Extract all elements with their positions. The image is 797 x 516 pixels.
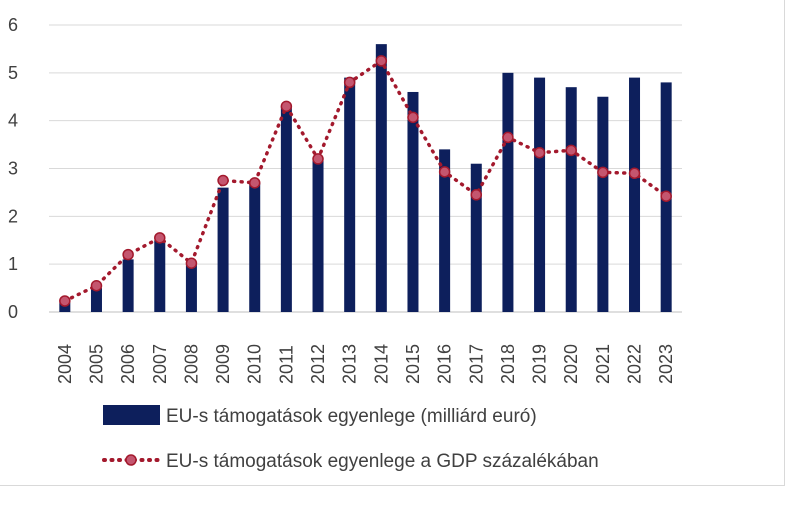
bar-2017: [470, 163, 482, 312]
y-tick-label-2: 2: [8, 206, 18, 226]
y-tick-label-1: 1: [8, 254, 18, 274]
bar-2008: [185, 264, 197, 312]
bar-2010: [249, 182, 261, 312]
legend-label-bar: EU-s támogatások egyenlege (milliárd eur…: [166, 406, 537, 427]
x-tick-label-2004: 2004: [55, 344, 75, 384]
x-tick-label-2017: 2017: [466, 344, 486, 384]
bar-2014: [375, 44, 387, 313]
x-tick-label-2010: 2010: [245, 344, 265, 384]
line-point-2008: [185, 257, 198, 269]
bar-2007: [154, 240, 166, 312]
x-tick-label-2019: 2019: [530, 344, 550, 384]
x-tick-label-2016: 2016: [435, 344, 455, 384]
y-tick-label-3: 3: [8, 159, 18, 179]
line-point-2016: [438, 166, 451, 178]
line-point-2011: [280, 100, 293, 113]
line-point-2017: [470, 189, 483, 201]
y-axis-ticks: 0 1 2 3 4 5 6: [8, 15, 18, 322]
legend-swatch-bar: [103, 405, 160, 425]
legend-item-line[interactable]: EU-s támogatások egyenlege a GDP százalé…: [102, 451, 599, 472]
line-point-2023: [660, 190, 672, 202]
line-point-2005: [90, 279, 103, 292]
bar-2016: [439, 149, 451, 312]
y-tick-label-5: 5: [8, 63, 18, 83]
gridlines: [49, 24, 682, 313]
bar-2022: [629, 77, 641, 312]
x-tick-label-2018: 2018: [498, 344, 518, 384]
x-tick-label-2014: 2014: [371, 344, 391, 384]
line-point-2015: [407, 111, 419, 124]
bar-2004: [59, 302, 71, 312]
line-series: [59, 55, 672, 307]
bar-2006: [122, 259, 134, 312]
bar-2011: [280, 106, 292, 312]
bar-2018: [502, 72, 514, 312]
x-tick-label-2009: 2009: [213, 344, 233, 384]
line-point-2012: [312, 153, 324, 165]
line-point-2013: [343, 76, 356, 89]
line-point-2006: [122, 248, 134, 261]
legend-label-line: EU-s támogatások egyenlege a GDP százalé…: [166, 451, 599, 472]
y-tick-label-0: 0: [8, 302, 18, 322]
x-tick-label-2007: 2007: [150, 344, 170, 384]
bar-2015: [407, 91, 419, 312]
chart-frame: [0, 0, 785, 486]
legend: EU-s támogatások egyenlege (milliárd eur…: [102, 405, 599, 472]
x-tick-label-2006: 2006: [118, 344, 138, 384]
x-tick-label-2023: 2023: [656, 344, 676, 384]
series-line: [63, 58, 668, 303]
line-point-2020: [565, 144, 577, 157]
x-tick-label-2013: 2013: [340, 344, 360, 384]
bar-2019: [534, 77, 546, 312]
line-point-2019: [533, 146, 546, 159]
bar-2021: [597, 96, 609, 312]
bar-series: [59, 44, 672, 313]
bar-2005: [90, 288, 102, 312]
line-point-2014: [375, 55, 388, 67]
legend-swatch-marker: [125, 454, 137, 466]
x-tick-label-2015: 2015: [403, 344, 423, 384]
x-tick-label-2022: 2022: [625, 344, 645, 384]
x-tick-label-2021: 2021: [593, 344, 613, 384]
line-point-2018: [502, 131, 514, 144]
bar-2009: [217, 187, 229, 312]
bar-2012: [312, 158, 324, 312]
x-axis-ticks: 2004 2005 2006 2007 2008 2009 2010 2011 2012 2013…: [55, 344, 676, 384]
x-tick-label-2005: 2005: [86, 344, 106, 384]
legend-item-bar[interactable]: EU-s támogatások egyenlege (milliárd eur…: [103, 405, 537, 427]
y-tick-label-6: 6: [8, 15, 18, 35]
line-point-2022: [628, 167, 641, 180]
x-tick-label-2020: 2020: [561, 344, 581, 384]
bar-2013: [344, 77, 356, 312]
line-point-2021: [597, 166, 609, 179]
line-point-2007: [154, 232, 166, 244]
line-point-2010: [248, 177, 261, 189]
x-tick-label-2008: 2008: [181, 344, 201, 384]
bar-2020: [565, 87, 577, 312]
line-point-2004: [59, 295, 71, 307]
x-tick-label-2011: 2011: [276, 345, 296, 384]
line-point-2009: [217, 174, 229, 187]
x-tick-label-2012: 2012: [308, 344, 328, 384]
y-tick-label-4: 4: [8, 111, 18, 131]
